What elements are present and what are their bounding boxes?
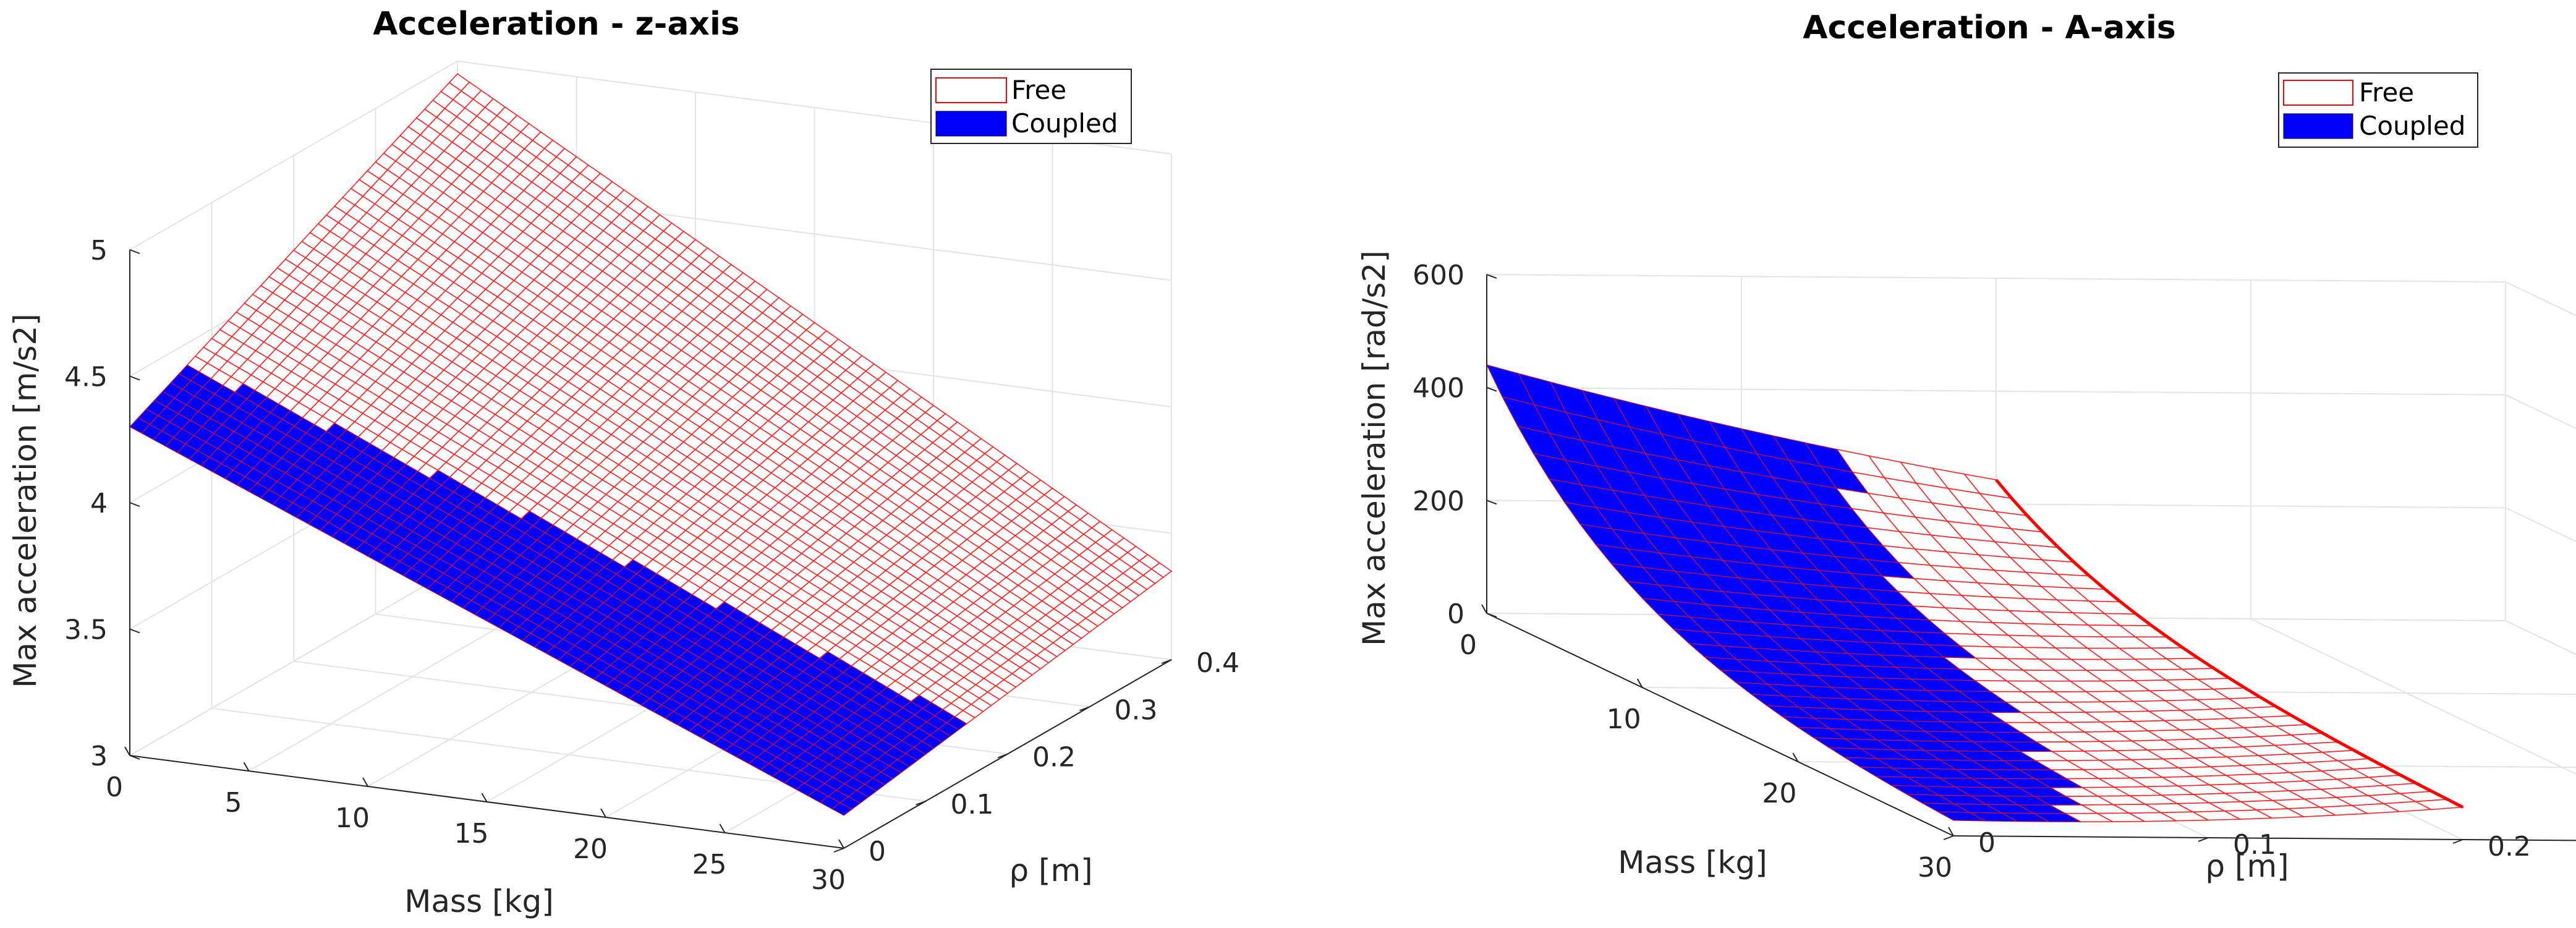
z-tick-mark [129, 502, 140, 507]
x-tick-label: 0 [1460, 629, 1477, 661]
y-tick-label: 0.1 [2233, 829, 2276, 861]
x-axis-label: Mass [kg] [404, 883, 553, 919]
y-tick-label: 0 [869, 836, 886, 867]
x-tick-label: 10 [1607, 704, 1641, 735]
rho-gridline [2250, 280, 2576, 775]
x-tick-mark [600, 808, 606, 818]
z-tick-label: 200 [1413, 485, 1464, 517]
z-tick-mark [129, 628, 140, 634]
legend: Free Coupled [2278, 72, 2478, 148]
y-tick-mark [2198, 837, 2209, 842]
z-tick-label: 600 [1413, 260, 1464, 291]
x-tick-mark [838, 839, 844, 849]
y-tick-label: 0.4 [1196, 647, 1239, 679]
axes [124, 249, 1172, 853]
legend-coupled-label: Coupled [2359, 111, 2465, 141]
x-tick-label: 20 [1762, 778, 1796, 809]
y-tick-mark [916, 800, 926, 806]
x-tick-label: 5 [225, 787, 242, 819]
x-tick-mark [362, 777, 368, 787]
axes [1481, 274, 2576, 844]
legend-coupled-label: Coupled [1011, 108, 1118, 138]
y-tick-mark [833, 848, 844, 853]
x-tick-label: 10 [335, 802, 370, 834]
x-tick-mark [1481, 604, 1487, 614]
coupled-surface-patch [129, 417, 151, 434]
y-tick-label: 0.3 [1115, 694, 1158, 726]
plot-title: Acceleration - A-axis [1803, 9, 2175, 46]
x-tick-mark [124, 746, 130, 756]
z-tick-label: 5 [90, 235, 108, 266]
x-tick-mark [1792, 752, 1799, 762]
x-tick-mark [1636, 678, 1643, 688]
z-axis-label: Max acceleration [m/s2] [7, 313, 43, 688]
z-tick-mark [129, 755, 140, 760]
plot-title: Acceleration - z-axis [373, 6, 739, 43]
y-tick-mark [1943, 835, 1954, 840]
z-tick-mark [1486, 613, 1497, 618]
x-axis-label: Mass [kg] [1618, 845, 1767, 880]
x-tick-label: 20 [573, 833, 608, 865]
z-tick-label: 4 [90, 488, 108, 519]
x-tick-mark [1948, 827, 1954, 836]
y-tick-label: 0.2 [2488, 831, 2531, 862]
x-axis-line [1486, 613, 1954, 836]
y-axis-label: ρ [m] [1009, 853, 1092, 888]
x-tick-mark [481, 793, 488, 802]
z-tick-mark [1486, 386, 1497, 392]
x-tick-mark [719, 824, 726, 833]
legend-free-label: Free [1011, 75, 1066, 105]
y-tick-mark [1161, 659, 1172, 664]
x-tick-label: 30 [1918, 852, 1952, 883]
z-tick-label: 3 [90, 741, 108, 772]
coupled-surface-patch [1486, 364, 1535, 406]
y-tick-mark [2452, 839, 2463, 844]
z-tick-label: 400 [1413, 373, 1464, 404]
y-tick-label: 0.2 [1032, 742, 1076, 773]
surface [1486, 364, 2465, 823]
z-axis-label: Max acceleration [rad/s2] [1356, 250, 1392, 646]
z-tick-label: 4.5 [64, 362, 108, 393]
z-tick-mark [129, 249, 140, 254]
y-tick-mark [997, 753, 1008, 759]
x-tick-label: 30 [811, 864, 846, 896]
legend: Free Coupled [930, 69, 1132, 144]
legend-free-swatch [2283, 80, 2353, 106]
tick-labels: 0 5 10 15 20 25 30 0 0.1 0.2 0.3 0.4 3 3.5 4 4.5 5 [64, 235, 1239, 896]
z-tick-mark [129, 375, 140, 381]
free-boundary-line [1995, 479, 2464, 809]
legend-coupled-swatch [935, 111, 1007, 137]
z-tick-label: 3.5 [64, 615, 108, 646]
z-tick-label: 0 [1447, 598, 1464, 630]
y-tick-label: 0.1 [951, 789, 994, 820]
z-axis-plot: Acceleration - z-axis 0 5 10 15 20 25 30 0 0.1 0.… [7, 6, 1239, 919]
z-tick-mark [1486, 274, 1497, 279]
surface [129, 73, 1173, 816]
y-axis-label: ρ [m] [2205, 848, 2289, 884]
x-tick-label: 0 [106, 772, 123, 803]
x-tick-label: 15 [454, 818, 489, 849]
legend-coupled-swatch [2283, 113, 2353, 139]
a-axis-plot: Acceleration - A-axis 010203000.10.20.30… [1356, 9, 2576, 884]
y-tick-mark [1079, 706, 1090, 712]
z-tick-mark [1486, 500, 1497, 505]
legend-free-label: Free [2359, 77, 2414, 108]
legend-free-swatch [935, 77, 1007, 103]
rho-gridline [2505, 282, 2576, 655]
x-tick-label: 25 [692, 849, 727, 880]
x-tick-mark [243, 762, 250, 772]
y-tick-label: 0 [1978, 827, 1996, 859]
